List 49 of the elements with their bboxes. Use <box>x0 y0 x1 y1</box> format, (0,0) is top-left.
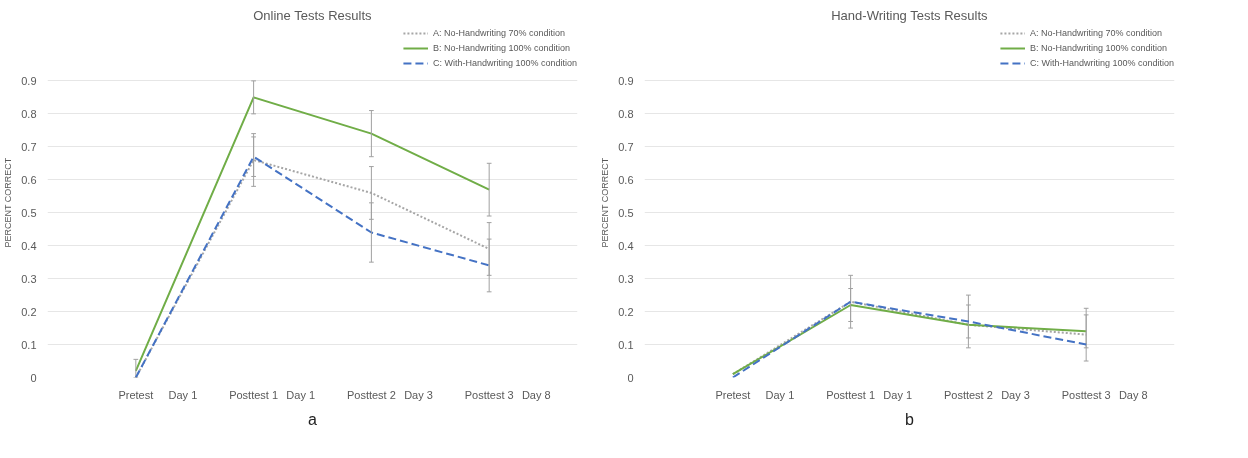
legend-label: C: With-Handwriting 100% condition <box>432 57 577 69</box>
y-tick-label: 0.7 <box>21 140 37 153</box>
y-tick-label: 0.7 <box>618 140 634 153</box>
text: Day 8 <box>1118 388 1148 401</box>
text: a <box>308 410 318 428</box>
y-tick-label: 0 <box>627 371 634 384</box>
legend-label: A: No-Handwriting 70% condition <box>432 27 565 39</box>
text: Day 1 <box>286 388 316 401</box>
text: Day 1 <box>883 388 913 401</box>
text: b <box>905 410 915 428</box>
y-tick-label: 0.4 <box>21 239 37 252</box>
y-tick-label: 0 <box>30 371 37 384</box>
legend-label: B: No-Handwriting 100% condition <box>1029 42 1167 54</box>
y-tick-label: 0.6 <box>618 173 634 186</box>
y-tick-label: 0.5 <box>21 206 37 219</box>
y-tick-label: 0.1 <box>618 338 634 351</box>
text: Day 3 <box>1001 388 1030 401</box>
line-series <box>134 96 491 372</box>
legend-label: A: No-Handwriting 70% condition <box>1029 27 1162 39</box>
y-tick-label: 0.3 <box>21 272 37 285</box>
y-tick-label: 0.4 <box>618 239 634 252</box>
x-tick-label: Posttest 1 <box>229 388 279 401</box>
y-tick-label: 0.2 <box>21 305 37 318</box>
x-tick-label: Pretest <box>118 388 154 401</box>
text: Day 3 <box>404 388 433 401</box>
x-tick-label: Posttest 3 <box>1061 388 1111 401</box>
y-tick-label: 0.9 <box>618 74 634 87</box>
y-tick-label: 0.1 <box>21 338 37 351</box>
x-tick-label: Posttest 3 <box>464 388 514 401</box>
y-tick-label: 0.2 <box>618 305 634 318</box>
chart-title: Hand-Writing Tests Results <box>831 7 989 23</box>
text: Day 1 <box>765 388 795 401</box>
text: Day 1 <box>168 388 198 401</box>
y-tick-label: 0.9 <box>21 74 37 87</box>
legend-label: B: No-Handwriting 100% condition <box>432 42 570 54</box>
y-tick-label: 0.5 <box>618 206 634 219</box>
x-tick-label: Pretest <box>715 388 751 401</box>
y-tick-label: 0.8 <box>618 107 634 120</box>
y-tick-label: 0.3 <box>618 272 634 285</box>
legend-label: C: With-Handwriting 100% condition <box>1029 57 1174 69</box>
y-tick-label: 0.8 <box>21 107 37 120</box>
y-tick-label: 0.6 <box>21 173 37 186</box>
y-axis-title: PERCENT CORRECT <box>600 157 611 248</box>
y-axis-title: PERCENT CORRECT <box>3 157 14 248</box>
chart-title: Online Tests Results <box>253 7 373 23</box>
x-tick-label: Posttest 2 <box>943 388 993 401</box>
text: Day 8 <box>521 388 551 401</box>
x-tick-label: Posttest 1 <box>826 388 876 401</box>
x-tick-label: Posttest 2 <box>346 388 396 401</box>
